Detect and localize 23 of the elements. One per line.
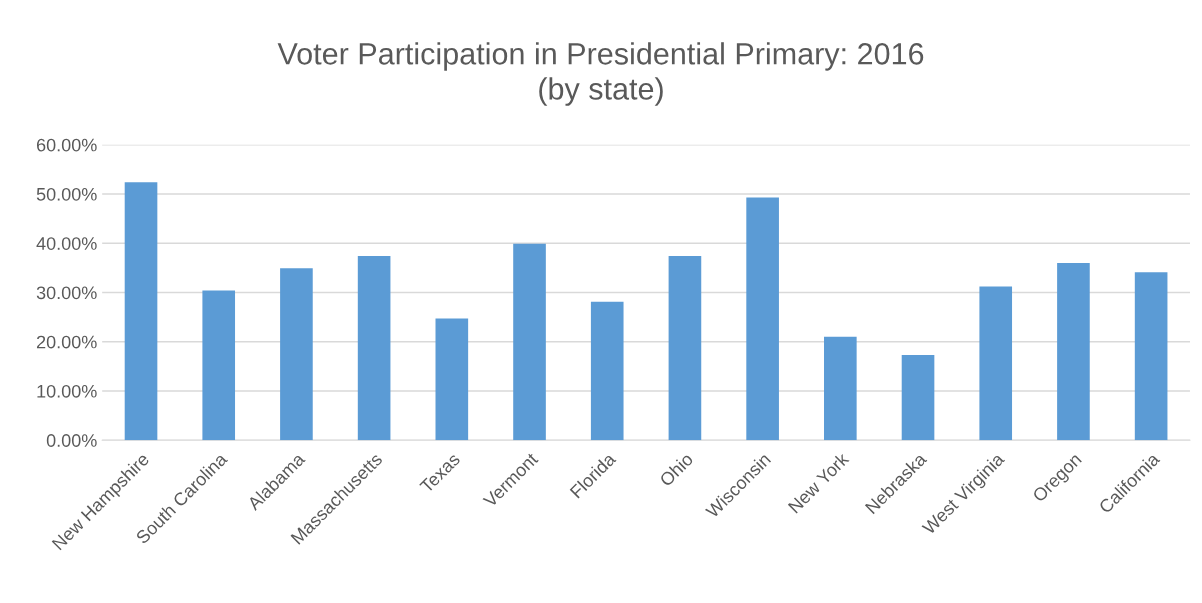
bar bbox=[435, 318, 469, 441]
y-tick-label: 10.00% bbox=[37, 384, 97, 398]
y-tick-label: 20.00% bbox=[36, 335, 97, 349]
y-tick-label: 50.00% bbox=[36, 187, 97, 201]
bar bbox=[668, 256, 702, 441]
bar bbox=[124, 182, 158, 441]
y-tick-label: 40.00% bbox=[36, 237, 97, 250]
bar bbox=[901, 355, 935, 441]
bar bbox=[513, 243, 546, 441]
bar bbox=[590, 301, 624, 441]
bar bbox=[1057, 262, 1090, 441]
bar bbox=[357, 256, 391, 441]
bar bbox=[280, 268, 313, 441]
chart-title: Voter Participation in Presidential Primary: 2016 (by state) bbox=[277, 42, 924, 106]
bar bbox=[979, 286, 1013, 441]
y-tick-label: 60.00% bbox=[36, 138, 97, 152]
bar bbox=[202, 290, 236, 441]
bar bbox=[1134, 272, 1168, 441]
y-tick-label: 0.00% bbox=[46, 434, 97, 447]
bar bbox=[746, 197, 779, 441]
bar bbox=[824, 336, 857, 441]
y-tick-label: 30.00% bbox=[36, 286, 97, 300]
x-tick-label: Ohio bbox=[658, 451, 694, 488]
